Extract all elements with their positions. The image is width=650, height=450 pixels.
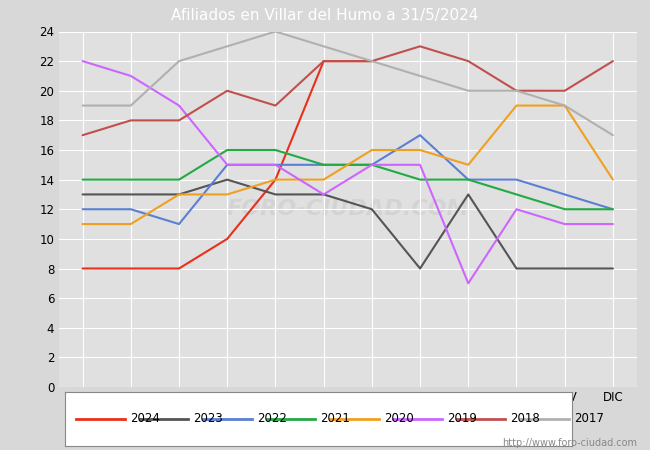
Text: Afiliados en Villar del Humo a 31/5/2024: Afiliados en Villar del Humo a 31/5/2024 [172,8,478,23]
Text: 2018: 2018 [510,412,540,425]
Text: 2017: 2017 [574,412,604,425]
Text: 2023: 2023 [194,412,223,425]
Text: 2024: 2024 [130,412,160,425]
Text: 2019: 2019 [447,412,477,425]
Text: 2021: 2021 [320,412,350,425]
Text: http://www.foro-ciudad.com: http://www.foro-ciudad.com [502,438,637,448]
Text: FORO-CIUDAD.COM: FORO-CIUDAD.COM [226,199,469,219]
Text: 2020: 2020 [384,412,413,425]
Text: 2022: 2022 [257,412,287,425]
